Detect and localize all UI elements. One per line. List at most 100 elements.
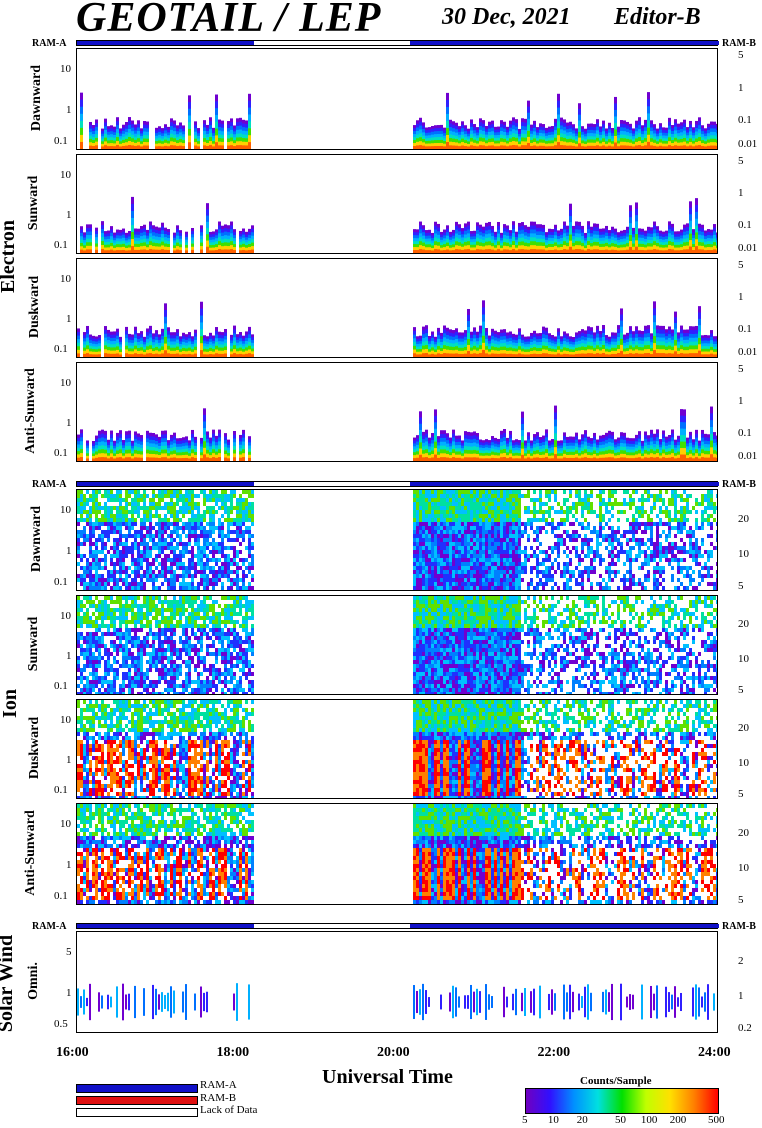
spectrogram-cell	[455, 451, 458, 456]
spectrogram-cell	[95, 126, 98, 132]
spectrogram-cell	[644, 130, 647, 135]
spectrogram-cell	[80, 542, 83, 546]
spectrogram-cell	[590, 126, 593, 131]
spectrogram-cell	[485, 349, 488, 354]
spectrogram-cell	[155, 350, 158, 355]
spectrogram-cell	[548, 440, 551, 444]
spectrogram-cell	[131, 134, 134, 139]
spectrogram-cell	[695, 453, 698, 458]
spectrogram-cell	[428, 351, 431, 355]
spectrogram-cell	[182, 146, 185, 149]
spectrogram-cell	[161, 457, 164, 461]
spectrogram-cell	[590, 133, 593, 137]
spectrogram-cell	[599, 134, 602, 139]
spectrogram-cell	[161, 146, 164, 149]
spectrogram-cell	[506, 344, 509, 349]
spectrogram-cell	[143, 349, 146, 353]
spectrogram-cell	[611, 130, 614, 134]
spectrogram-cell	[659, 239, 662, 243]
spectrogram-cell	[506, 449, 509, 453]
spectrogram-cell	[176, 128, 179, 132]
spectrogram-cell	[479, 458, 482, 461]
spectrogram-cell	[638, 246, 641, 251]
spectrogram-cell	[641, 246, 644, 251]
spectrogram-cell	[89, 546, 92, 550]
spectrogram-cell	[107, 447, 110, 451]
spectrogram-cell	[572, 139, 575, 144]
spectrogram-cell	[422, 145, 425, 149]
spectrogram-cell	[617, 137, 620, 142]
spectrogram-cell	[542, 235, 545, 240]
spectrogram-cell	[224, 231, 227, 236]
spectrogram-cell	[668, 117, 671, 123]
spectrogram-cell	[170, 447, 173, 452]
spectrogram-cell	[464, 131, 467, 135]
spectrogram-cell	[134, 453, 137, 458]
spectrogram-cell	[452, 441, 455, 446]
spectrogram-cell	[668, 454, 671, 459]
spectrogram-cell	[152, 457, 155, 461]
spectrogram-cell	[551, 232, 554, 236]
spectrogram-cell	[551, 354, 554, 357]
spectrogram-cell	[572, 436, 575, 441]
spectrogram-cell	[707, 335, 710, 339]
spectrogram-cell	[95, 123, 98, 128]
spectrogram-cell	[614, 455, 617, 459]
spectrogram-cell	[416, 341, 419, 345]
spectrogram-cell	[176, 452, 179, 456]
spectrogram-cell	[692, 441, 695, 446]
spectrogram-cell	[611, 347, 614, 352]
spectrogram-cell	[581, 444, 584, 449]
spectrogram-cell	[422, 125, 425, 130]
spectrogram-cell	[455, 342, 458, 347]
spectrogram-cell	[509, 131, 512, 136]
spectrogram-cell	[590, 236, 593, 241]
spectrogram-cell	[593, 338, 596, 343]
spectrogram-cell	[416, 454, 419, 459]
spectrogram-cell	[497, 143, 500, 147]
spectrogram-cell	[416, 444, 419, 449]
spectrogram-cell	[563, 341, 566, 345]
spectrogram-cell	[425, 457, 428, 461]
spectrogram-cell	[440, 250, 443, 253]
spectrogram-cell	[248, 349, 251, 354]
spectrogram-cell	[461, 347, 464, 352]
spectrogram-cell	[242, 338, 245, 342]
spectrogram-cell	[536, 442, 539, 448]
spectrogram-cell	[176, 143, 179, 147]
spectrogram-cell	[692, 132, 695, 136]
spectrogram-cell	[593, 136, 596, 141]
spectrogram-cell	[575, 136, 578, 140]
spectrogram-cell	[104, 442, 107, 447]
spectrogram-cell	[80, 558, 83, 562]
spectrogram-cell	[485, 249, 488, 253]
spectrogram-cell	[476, 433, 479, 438]
spectrogram-cell	[590, 438, 593, 442]
spectrogram-cell	[491, 232, 494, 237]
spectrogram-cell	[593, 223, 596, 228]
spectrogram-cell	[92, 494, 95, 498]
spectrogram-cell	[476, 237, 479, 242]
spectrogram-cell	[164, 343, 167, 351]
spectrogram-cell	[554, 339, 557, 343]
spectrogram-cell	[167, 353, 170, 357]
spectrogram-cell	[704, 247, 707, 251]
spectrogram-cell	[164, 130, 167, 135]
spectrogram-cell	[524, 225, 527, 230]
spectrogram-cell	[83, 566, 86, 570]
spectrogram-cell	[587, 457, 590, 461]
spectrogram-cell	[416, 238, 419, 242]
spectrogram-cell	[572, 442, 575, 447]
spectrogram-cell	[164, 449, 167, 454]
spectrogram-cell	[422, 442, 425, 447]
spectrogram-cell	[98, 438, 101, 443]
spectrogram-cell	[608, 129, 611, 134]
spectrogram-cell	[212, 239, 215, 243]
spectrogram-cell	[140, 337, 143, 342]
spectrogram-cell	[692, 349, 695, 354]
spectrogram-cell	[428, 250, 431, 253]
spectrogram-cell	[689, 131, 692, 136]
spectrogram-cell	[425, 138, 428, 142]
spectrogram-cell	[701, 128, 704, 132]
spectrogram-cell	[167, 447, 170, 452]
